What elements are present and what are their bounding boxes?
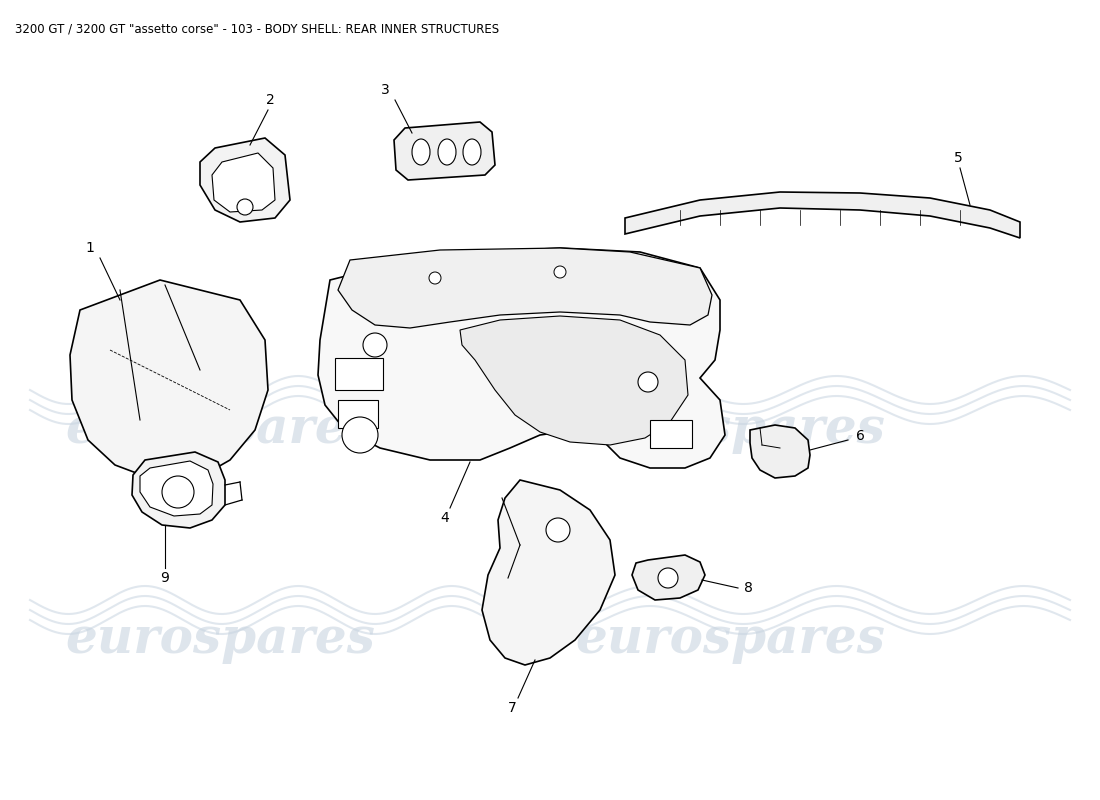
Text: 5: 5	[954, 151, 962, 165]
Polygon shape	[482, 480, 615, 665]
Ellipse shape	[412, 139, 430, 165]
Bar	[338, 400, 378, 428]
Bar	[336, 358, 383, 390]
Text: 8: 8	[744, 581, 752, 595]
Polygon shape	[200, 138, 290, 222]
Text: 6: 6	[856, 429, 865, 443]
Polygon shape	[212, 153, 275, 212]
Circle shape	[546, 518, 570, 542]
Text: 7: 7	[507, 701, 516, 715]
Text: eurospares: eurospares	[575, 615, 884, 665]
Polygon shape	[318, 248, 725, 468]
Circle shape	[638, 372, 658, 392]
Polygon shape	[750, 425, 810, 478]
Circle shape	[162, 476, 194, 508]
Text: 3200 GT / 3200 GT "assetto corse" - 103 - BODY SHELL: REAR INNER STRUCTURES: 3200 GT / 3200 GT "assetto corse" - 103 …	[15, 22, 499, 35]
Text: 9: 9	[161, 571, 169, 585]
Text: eurospares: eurospares	[575, 406, 884, 454]
Polygon shape	[140, 461, 213, 516]
Polygon shape	[394, 122, 495, 180]
Circle shape	[236, 199, 253, 215]
Circle shape	[342, 417, 378, 453]
Circle shape	[554, 266, 566, 278]
Ellipse shape	[463, 139, 481, 165]
Polygon shape	[632, 555, 705, 600]
Text: eurospares: eurospares	[65, 406, 375, 454]
Polygon shape	[70, 280, 268, 480]
Ellipse shape	[438, 139, 456, 165]
Circle shape	[363, 333, 387, 357]
Text: 3: 3	[381, 83, 389, 97]
Circle shape	[658, 568, 678, 588]
Polygon shape	[132, 452, 226, 528]
Text: 2: 2	[265, 93, 274, 107]
Circle shape	[429, 272, 441, 284]
Polygon shape	[338, 248, 712, 328]
Bar	[650, 420, 692, 448]
Text: 1: 1	[86, 241, 95, 255]
Polygon shape	[625, 192, 1020, 238]
Polygon shape	[460, 316, 688, 445]
Text: 4: 4	[441, 511, 450, 525]
Text: eurospares: eurospares	[65, 615, 375, 665]
